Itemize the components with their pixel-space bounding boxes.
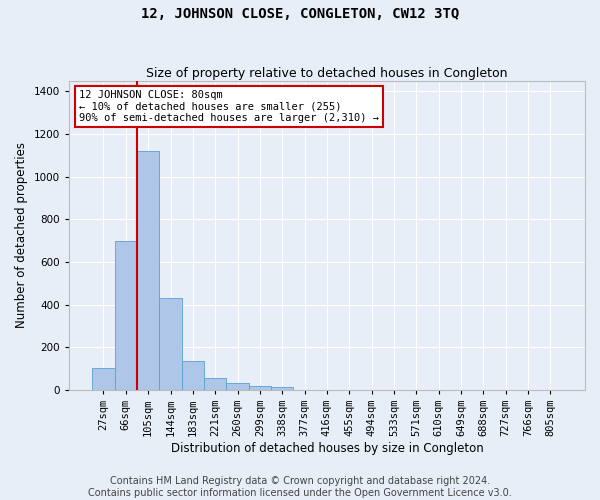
Text: 12, JOHNSON CLOSE, CONGLETON, CW12 3TQ: 12, JOHNSON CLOSE, CONGLETON, CW12 3TQ xyxy=(141,8,459,22)
Bar xyxy=(226,383,249,390)
Bar xyxy=(115,240,137,390)
X-axis label: Distribution of detached houses by size in Congleton: Distribution of detached houses by size … xyxy=(170,442,483,455)
Bar xyxy=(182,361,204,390)
Bar xyxy=(137,151,160,390)
Text: 12 JOHNSON CLOSE: 80sqm
← 10% of detached houses are smaller (255)
90% of semi-d: 12 JOHNSON CLOSE: 80sqm ← 10% of detache… xyxy=(79,90,379,123)
Bar xyxy=(160,298,182,390)
Bar xyxy=(271,388,293,390)
Y-axis label: Number of detached properties: Number of detached properties xyxy=(15,142,28,328)
Bar xyxy=(92,368,115,390)
Bar xyxy=(249,386,271,390)
Text: Contains HM Land Registry data © Crown copyright and database right 2024.
Contai: Contains HM Land Registry data © Crown c… xyxy=(88,476,512,498)
Bar xyxy=(204,378,226,390)
Title: Size of property relative to detached houses in Congleton: Size of property relative to detached ho… xyxy=(146,66,508,80)
